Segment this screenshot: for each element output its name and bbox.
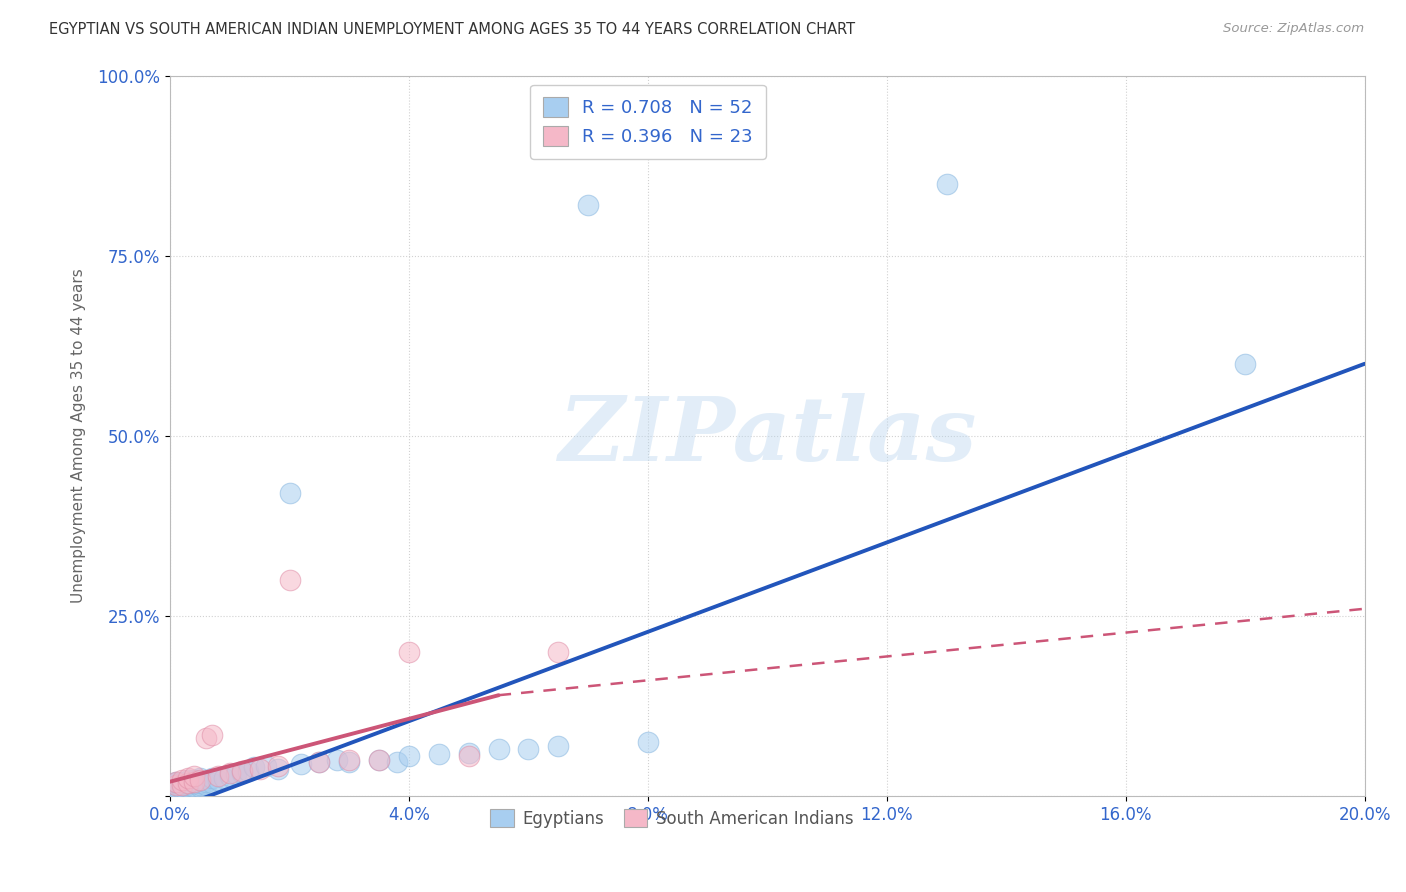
Point [308, 755, 330, 769]
Point [398, 749, 420, 764]
Point [242, 760, 264, 774]
Point [218, 769, 240, 783]
Point [177, 771, 200, 785]
Point [212, 771, 235, 785]
Point [188, 776, 211, 790]
Point [337, 753, 360, 767]
Point [170, 773, 193, 788]
Text: ZIPatlas: ZIPatlas [558, 392, 976, 479]
Point [183, 773, 205, 788]
Point [266, 759, 288, 773]
Point [457, 749, 479, 764]
Point [165, 774, 187, 789]
Point [547, 645, 569, 659]
Point [207, 773, 229, 788]
Point [170, 780, 193, 794]
Point [368, 753, 391, 767]
Point [398, 645, 420, 659]
Point [231, 764, 253, 778]
Point [194, 774, 217, 789]
Point [326, 753, 349, 767]
Point [170, 778, 193, 792]
Point [218, 766, 240, 780]
Point [165, 778, 187, 792]
Point [457, 746, 479, 760]
Point [278, 573, 301, 587]
Point [385, 755, 408, 769]
Point [170, 778, 193, 792]
Point [368, 753, 391, 767]
Point [278, 486, 301, 500]
Point [236, 764, 259, 778]
Point [290, 756, 312, 771]
Point [183, 776, 205, 790]
Point [188, 773, 211, 788]
Point [177, 778, 200, 792]
Point [165, 778, 187, 792]
Point [201, 728, 224, 742]
Point [308, 755, 330, 769]
Point [177, 773, 200, 788]
Point [162, 781, 184, 796]
Point [188, 780, 211, 795]
Point [183, 774, 205, 789]
Point [637, 735, 659, 749]
Point [935, 177, 957, 191]
Point [337, 755, 360, 769]
Point [188, 771, 211, 785]
Legend: Egyptians, South American Indians: Egyptians, South American Indians [484, 803, 860, 835]
Point [231, 766, 253, 780]
Point [194, 778, 217, 792]
Point [165, 774, 187, 789]
Point [201, 776, 224, 790]
Point [177, 780, 200, 795]
Point [576, 198, 599, 212]
Point [170, 776, 193, 790]
Point [207, 769, 229, 783]
Point [183, 769, 205, 783]
Text: Source: ZipAtlas.com: Source: ZipAtlas.com [1223, 22, 1364, 36]
Point [177, 776, 200, 790]
Point [165, 776, 187, 790]
Point [547, 739, 569, 753]
Point [254, 759, 277, 773]
Text: EGYPTIAN VS SOUTH AMERICAN INDIAN UNEMPLOYMENT AMONG AGES 35 TO 44 YEARS CORRELA: EGYPTIAN VS SOUTH AMERICAN INDIAN UNEMPL… [49, 22, 855, 37]
Point [488, 742, 510, 756]
Point [1234, 357, 1257, 371]
Point [165, 781, 187, 796]
Point [225, 767, 247, 781]
Point [194, 731, 217, 746]
Point [177, 776, 200, 790]
Point [188, 778, 211, 792]
Point [427, 747, 450, 762]
Point [183, 780, 205, 794]
Point [165, 780, 187, 795]
Point [266, 762, 288, 776]
Point [249, 762, 271, 776]
Point [170, 774, 193, 789]
Point [201, 771, 224, 785]
Y-axis label: Unemployment Among Ages 35 to 44 years: Unemployment Among Ages 35 to 44 years [72, 268, 86, 603]
Point [170, 781, 193, 796]
Point [517, 742, 540, 756]
